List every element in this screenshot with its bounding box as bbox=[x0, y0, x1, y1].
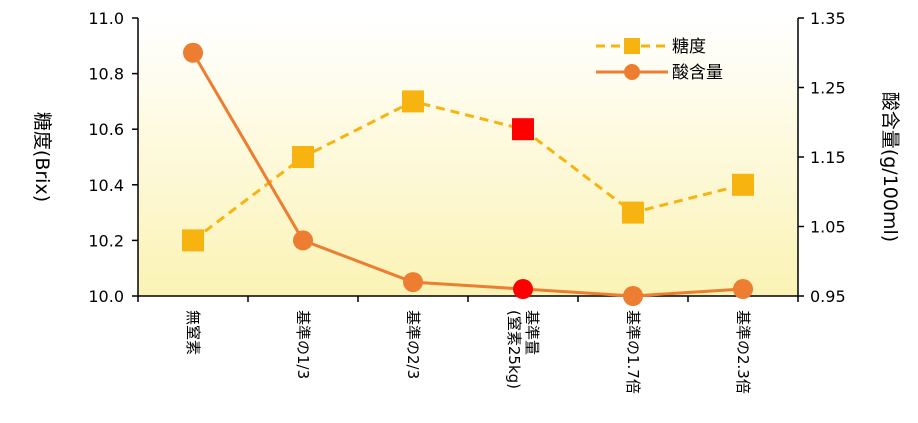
legend-marker-2 bbox=[624, 64, 640, 80]
legend-label-1: 糖度 bbox=[672, 37, 706, 57]
left-tick-label: 10.6 bbox=[88, 120, 124, 139]
x-category-label-line: 基準の1/3 bbox=[294, 310, 312, 379]
x-category-label-line: 基準量 bbox=[523, 310, 541, 355]
legend-marker-1 bbox=[624, 38, 640, 54]
series-line-2 bbox=[191, 51, 744, 298]
x-category-label-line: 無窒素 bbox=[184, 310, 202, 355]
series-2-point bbox=[623, 286, 643, 306]
right-tick-label: 1.15 bbox=[810, 148, 846, 167]
x-category-label: 無窒素 bbox=[184, 310, 202, 355]
series-1-point bbox=[402, 90, 424, 113]
right-tick-label: 0.95 bbox=[810, 287, 846, 306]
series-2-point bbox=[733, 279, 753, 300]
x-category-label-line: 基準の1.7倍 bbox=[624, 310, 642, 394]
left-tick-label: 10.0 bbox=[88, 287, 124, 306]
x-category-label-line: (窒素25kg) bbox=[505, 310, 523, 389]
right-tick-label: 1.35 bbox=[810, 9, 846, 28]
left-tick-label: 10.4 bbox=[88, 176, 124, 195]
series-1-point bbox=[182, 229, 204, 252]
x-category-label: 基準の1.7倍 bbox=[624, 310, 642, 394]
x-category-label: 基準量(窒素25kg) bbox=[505, 310, 541, 389]
x-category-label: 基準の2.3倍 bbox=[734, 310, 752, 394]
left-tick-label: 10.2 bbox=[88, 231, 124, 250]
right-axis-title: 酸含量(g/100ml) bbox=[879, 92, 901, 242]
series-2-point bbox=[403, 272, 423, 293]
series-line-1 bbox=[192, 99, 744, 242]
left-tick-label: 10.8 bbox=[88, 65, 124, 84]
series-2-point bbox=[513, 279, 533, 300]
series-1-point bbox=[292, 146, 314, 168]
x-category-label: 基準の1/3 bbox=[294, 310, 312, 379]
series-1-point bbox=[622, 201, 644, 224]
x-category-label-line: 基準の2/3 bbox=[404, 310, 422, 379]
series-1-point bbox=[732, 173, 754, 196]
series-1-point bbox=[512, 118, 534, 141]
left-tick-label: 11.0 bbox=[88, 9, 124, 28]
right-tick-label: 1.25 bbox=[810, 79, 846, 98]
plot-background bbox=[138, 18, 798, 296]
series-2-point bbox=[293, 230, 313, 251]
series-2-point bbox=[183, 42, 203, 63]
x-category-label-line: 基準の2.3倍 bbox=[734, 310, 752, 394]
x-category-label: 基準の2/3 bbox=[404, 310, 422, 379]
legend-label-2: 酸含量 bbox=[672, 63, 723, 83]
right-tick-label: 1.05 bbox=[810, 218, 846, 237]
left-axis-title: 糖度(Brix) bbox=[31, 112, 53, 202]
